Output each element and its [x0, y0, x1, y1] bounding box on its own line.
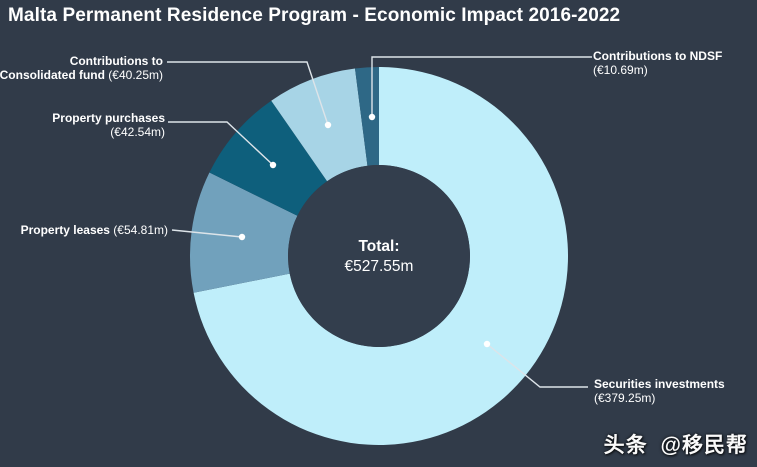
- callout-line: (€42.54m): [110, 125, 165, 139]
- callout-property-leases: Property leases (€54.81m): [21, 223, 168, 237]
- leader-dot-securities-investments: [483, 340, 491, 348]
- slice-contributions-to-consolidated-fund: [271, 68, 368, 182]
- chart-title: Malta Permanent Residence Program - Econ…: [8, 5, 621, 26]
- callout-ndsf: Contributions to NDSF (€10.69m): [593, 49, 722, 77]
- callout-line: Property leases (€54.81m): [20, 223, 168, 237]
- callout-line: Contributions to: [69, 54, 163, 68]
- watermark-handle: @移民帮: [660, 434, 748, 457]
- leader-line-contributions-to-ndsf: [371, 56, 592, 117]
- slice-securities-investments: [193, 67, 569, 445]
- callout-line: (€10.69m): [593, 63, 648, 77]
- leader-dot-contributions-to-ndsf: [368, 113, 376, 121]
- watermark-brand: 头条: [603, 434, 648, 457]
- callout-line: Consolidated fund (€40.25m): [0, 68, 163, 82]
- callout-line: Property purchases: [52, 111, 165, 125]
- leader-line-property-leases: [171, 229, 243, 238]
- donut-center-label: Total: €527.55m: [289, 237, 469, 277]
- callout-line: Contributions to NDSF: [593, 49, 723, 63]
- callout-line: Securities investments: [594, 377, 725, 391]
- slice-property-leases: [190, 172, 298, 293]
- slice-property-purchases: [209, 100, 328, 216]
- leader-dot-contributions-to-consolidated-fund: [324, 121, 332, 129]
- leader-line-property-purchases: [168, 121, 274, 166]
- leader-line-contributions-to-consolidated-fund: [167, 61, 329, 126]
- watermark: 头条 @移民帮: [604, 429, 748, 459]
- total-label: Total:: [358, 238, 400, 255]
- callout-securities-investments: Securities investments (€379.25m): [594, 377, 725, 405]
- donut-hole: [288, 165, 470, 347]
- slice-contributions-to-ndsf: [355, 67, 379, 166]
- leader-dot-property-purchases: [269, 161, 277, 169]
- callout-property-purchases: Property purchases (€42.54m): [52, 111, 165, 139]
- total-value: €527.55m: [344, 258, 414, 275]
- leader-line-securities-investments: [486, 343, 588, 388]
- leader-dot-property-leases: [238, 233, 246, 241]
- callout-consolidated-fund: Contributions to Consolidated fund (€40.2…: [0, 54, 163, 82]
- callout-line: (€379.25m): [594, 391, 656, 405]
